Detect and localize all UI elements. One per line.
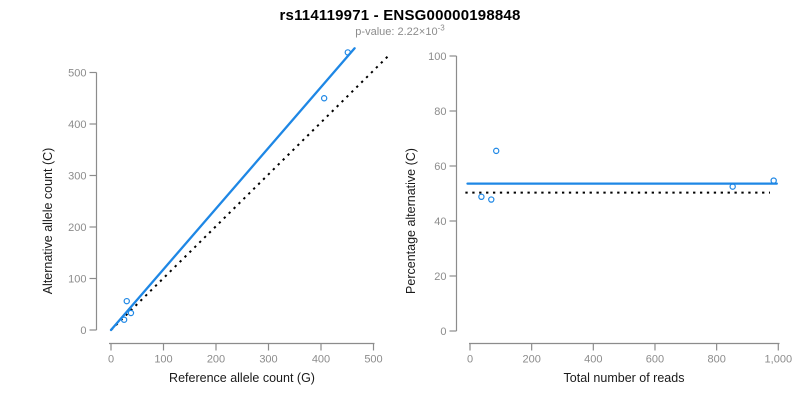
data-point (320, 95, 328, 102)
x-axis-tick-label: 200 (522, 354, 540, 366)
data-point (770, 177, 777, 184)
y-axis-tick-label: 300 (68, 171, 86, 183)
pvalue-base: 2.22×10 (397, 26, 438, 38)
y-axis-tick-label: 20 (434, 271, 446, 283)
data-point (478, 193, 485, 200)
pvalue-exponent: -3 (437, 23, 445, 33)
x-axis-tick-label: 400 (312, 354, 330, 366)
x-axis-tick-label: 800 (707, 354, 725, 366)
y-axis-tick-label: 100 (428, 51, 446, 63)
x-axis-tick-label: 300 (259, 354, 277, 366)
y-axis-tick-label: 500 (68, 68, 86, 80)
x-axis-tick-label: 1,000 (765, 354, 793, 366)
data-point (120, 316, 128, 323)
x-axis-tick-label: 400 (584, 354, 602, 366)
figure-subtitle: p-value: 2.22×10-3 (0, 23, 800, 38)
x-axis-tick-label: 0 (108, 354, 114, 366)
x-axis-title: Reference allele count (G) (169, 371, 315, 385)
y-axis-tick-label: 60 (434, 161, 446, 173)
data-point (344, 49, 351, 56)
y-axis-title: Percentage alternative (C) (404, 148, 418, 294)
y-axis-tick-label: 40 (434, 216, 446, 228)
x-axis-tick-label: 500 (364, 354, 382, 366)
data-point (729, 183, 736, 190)
figure-title: rs114119971 - ENSG00000198848 (279, 7, 521, 24)
y-axis-title: Alternative allele count (C) (41, 148, 55, 295)
y-axis-tick-label: 80 (434, 106, 446, 118)
data-point (123, 297, 130, 305)
x-axis-tick-label: 200 (207, 354, 225, 366)
data-point (488, 196, 495, 203)
x-axis-title: Total number of reads (564, 371, 685, 385)
y-axis-tick-label: 100 (68, 274, 86, 286)
pvalue-prefix: p-value: (355, 26, 398, 38)
y-axis-tick-label: 400 (68, 119, 86, 131)
reference-line (110, 55, 389, 331)
x-axis-tick-label: 0 (467, 354, 473, 366)
data-point (127, 309, 135, 317)
trend-line (109, 47, 356, 332)
y-axis-tick-label: 200 (68, 222, 86, 234)
y-axis-tick-label: 0 (80, 325, 86, 337)
x-axis-tick-label: 600 (646, 354, 664, 366)
x-axis-tick-label: 100 (154, 354, 172, 366)
data-point (493, 147, 500, 155)
y-axis-tick-label: 0 (440, 326, 446, 338)
